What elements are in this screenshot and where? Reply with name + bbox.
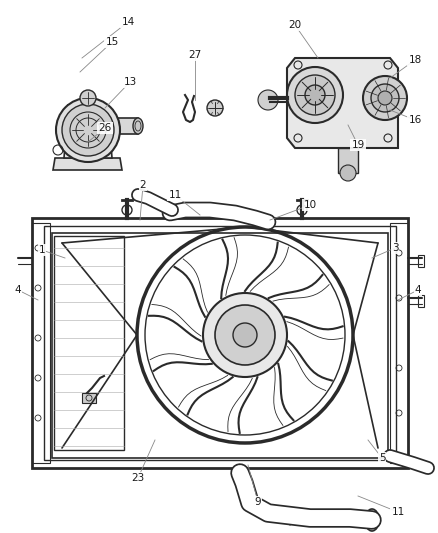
Text: 18: 18: [408, 55, 422, 65]
Circle shape: [62, 104, 114, 156]
Polygon shape: [53, 158, 122, 170]
Bar: [32, 223, 50, 463]
Circle shape: [80, 90, 96, 106]
Bar: [418, 295, 424, 307]
Text: 26: 26: [99, 123, 112, 133]
Circle shape: [305, 85, 325, 105]
Text: 27: 27: [188, 50, 201, 60]
Circle shape: [56, 98, 120, 162]
Bar: [338, 148, 358, 173]
Text: 20: 20: [289, 20, 301, 30]
Text: 4: 4: [15, 285, 21, 295]
Text: 11: 11: [168, 190, 182, 200]
Circle shape: [371, 84, 399, 112]
Bar: [32, 218, 408, 468]
Text: 9: 9: [254, 497, 261, 507]
Circle shape: [295, 75, 335, 115]
Text: 15: 15: [106, 37, 119, 47]
Polygon shape: [90, 118, 138, 134]
Text: 5: 5: [379, 453, 385, 463]
Circle shape: [378, 91, 392, 105]
Text: 13: 13: [124, 77, 137, 87]
Text: 3: 3: [392, 243, 398, 253]
Bar: [54, 236, 124, 450]
Text: 23: 23: [131, 473, 145, 483]
Polygon shape: [287, 58, 398, 148]
Text: 19: 19: [351, 140, 364, 150]
Circle shape: [287, 67, 343, 123]
Text: 14: 14: [121, 17, 134, 27]
Circle shape: [363, 76, 407, 120]
Bar: [52, 233, 388, 458]
Text: 2: 2: [140, 180, 146, 190]
Circle shape: [203, 293, 287, 377]
Bar: [390, 223, 408, 463]
Text: 4: 4: [415, 285, 421, 295]
Circle shape: [215, 305, 275, 365]
Text: 10: 10: [304, 200, 317, 210]
Ellipse shape: [133, 118, 143, 134]
Circle shape: [340, 165, 356, 181]
Bar: [82, 393, 96, 403]
Circle shape: [258, 90, 278, 110]
Polygon shape: [64, 105, 112, 158]
Text: 11: 11: [392, 507, 405, 517]
Bar: [418, 255, 424, 267]
Circle shape: [207, 100, 223, 116]
Ellipse shape: [365, 509, 379, 531]
Text: 1: 1: [39, 245, 45, 255]
Text: 16: 16: [408, 115, 422, 125]
Bar: [44, 226, 396, 460]
Circle shape: [233, 323, 257, 347]
